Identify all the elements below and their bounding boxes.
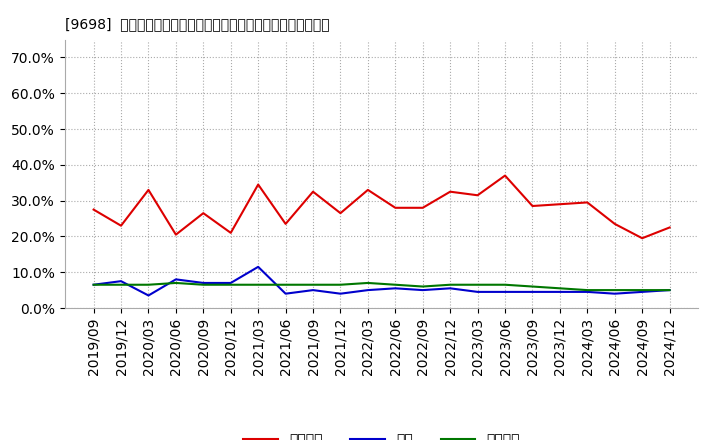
- 売上債権: [336, 210, 345, 216]
- Line: 買入債務: 買入債務: [94, 283, 670, 290]
- 売上債権: [556, 202, 564, 207]
- 売上債権: [199, 210, 207, 216]
- Line: 売上債権: 売上債権: [94, 176, 670, 238]
- 売上債権: [446, 189, 454, 194]
- 在庫: [500, 289, 509, 294]
- 買入債務: [89, 282, 98, 287]
- 在庫: [282, 291, 290, 296]
- 買入債務: [473, 282, 482, 287]
- 売上債権: [144, 187, 153, 193]
- 売上債権: [254, 182, 263, 187]
- 買入債務: [611, 287, 619, 293]
- 在庫: [254, 264, 263, 269]
- 在庫: [473, 289, 482, 294]
- Text: [9698]  売上債権、在庫、買入債務の総資産に対する比率の推移: [9698] 売上債権、在庫、買入債務の総資産に対する比率の推移: [65, 18, 330, 32]
- 在庫: [556, 289, 564, 294]
- 売上債権: [89, 207, 98, 212]
- 売上債権: [473, 193, 482, 198]
- 売上債権: [282, 221, 290, 227]
- 在庫: [446, 286, 454, 291]
- 売上債権: [528, 203, 537, 209]
- 売上債権: [226, 230, 235, 235]
- 買入債務: [117, 282, 125, 287]
- Line: 在庫: 在庫: [94, 267, 670, 296]
- 売上債権: [364, 187, 372, 193]
- 買入債務: [309, 282, 318, 287]
- 在庫: [528, 289, 537, 294]
- 在庫: [171, 277, 180, 282]
- 在庫: [117, 279, 125, 284]
- 在庫: [144, 293, 153, 298]
- 買入債務: [446, 282, 454, 287]
- 在庫: [391, 286, 400, 291]
- 買入債務: [254, 282, 263, 287]
- 買入債務: [665, 287, 674, 293]
- 買入債務: [226, 282, 235, 287]
- 売上債権: [391, 205, 400, 210]
- 売上債権: [611, 221, 619, 227]
- 買入債務: [556, 286, 564, 291]
- 買入債務: [171, 280, 180, 286]
- 在庫: [638, 289, 647, 294]
- 在庫: [611, 291, 619, 296]
- 在庫: [336, 291, 345, 296]
- 在庫: [89, 282, 98, 287]
- 売上債権: [309, 189, 318, 194]
- 買入債務: [336, 282, 345, 287]
- 在庫: [364, 287, 372, 293]
- 買入債務: [418, 284, 427, 289]
- 買入債務: [282, 282, 290, 287]
- 買入債務: [199, 282, 207, 287]
- 買入債務: [391, 282, 400, 287]
- 売上債権: [418, 205, 427, 210]
- 在庫: [199, 280, 207, 286]
- 買入債務: [144, 282, 153, 287]
- 売上債権: [117, 223, 125, 228]
- 買入債務: [528, 284, 537, 289]
- 買入債務: [638, 287, 647, 293]
- 在庫: [226, 280, 235, 286]
- 買入債務: [500, 282, 509, 287]
- 在庫: [418, 287, 427, 293]
- 売上債権: [500, 173, 509, 178]
- 在庫: [665, 287, 674, 293]
- 買入債務: [364, 280, 372, 286]
- 買入債務: [583, 287, 592, 293]
- 売上債権: [171, 232, 180, 237]
- 売上債権: [638, 235, 647, 241]
- 売上債権: [583, 200, 592, 205]
- 在庫: [309, 287, 318, 293]
- 在庫: [583, 289, 592, 294]
- Legend: 売上債権, 在庫, 買入債務: 売上債権, 在庫, 買入債務: [238, 428, 526, 440]
- 売上債権: [665, 225, 674, 230]
